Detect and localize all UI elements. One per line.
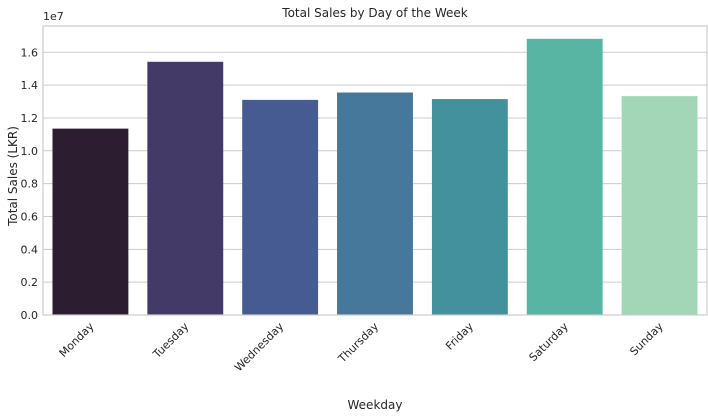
bar-wednesday [242, 99, 319, 315]
y-tick-label: 0.8 [21, 178, 39, 191]
chart-title: Total Sales by Day of the Week [281, 6, 467, 20]
plot-frame [42, 25, 708, 316]
x-tick-label: Sunday [627, 320, 666, 359]
y-axis-offset-label: 1e7 [43, 10, 64, 23]
y-axis-label: Total Sales (LKR) [6, 126, 20, 227]
y-tick-label: 1.0 [21, 145, 39, 158]
bar-tuesday [147, 61, 224, 315]
y-tick-label: 0.4 [21, 243, 39, 256]
y-axis-ticks: 0.0 0.2 0.4 0.6 0.8 1.0 1.2 1.4 1.6 [21, 46, 39, 322]
x-axis-ticks: Monday Tuesday Wednesday Thursday Friday Satu… [57, 320, 666, 375]
y-tick-label: 1.2 [21, 112, 39, 125]
bar-monday [52, 128, 129, 315]
y-tick-label: 1.6 [21, 46, 39, 59]
y-tick-label: 0.0 [21, 309, 39, 322]
x-tick-label: Friday [443, 320, 476, 353]
y-tick-label: 0.2 [21, 276, 39, 289]
x-tick-label: Wednesday [232, 320, 287, 375]
bar-thursday [337, 92, 413, 315]
bars [52, 38, 698, 316]
x-tick-label: Tuesday [150, 320, 192, 362]
bar-friday [431, 99, 508, 316]
x-tick-label: Saturday [527, 320, 572, 365]
bar-sunday [621, 96, 698, 315]
x-tick-label: Monday [57, 320, 97, 360]
y-tick-label: 0.6 [21, 210, 39, 223]
x-axis-label: Weekday [348, 398, 403, 412]
bar-saturday [526, 38, 603, 315]
y-tick-label: 1.4 [21, 79, 39, 92]
x-tick-label: Thursday [335, 320, 381, 366]
